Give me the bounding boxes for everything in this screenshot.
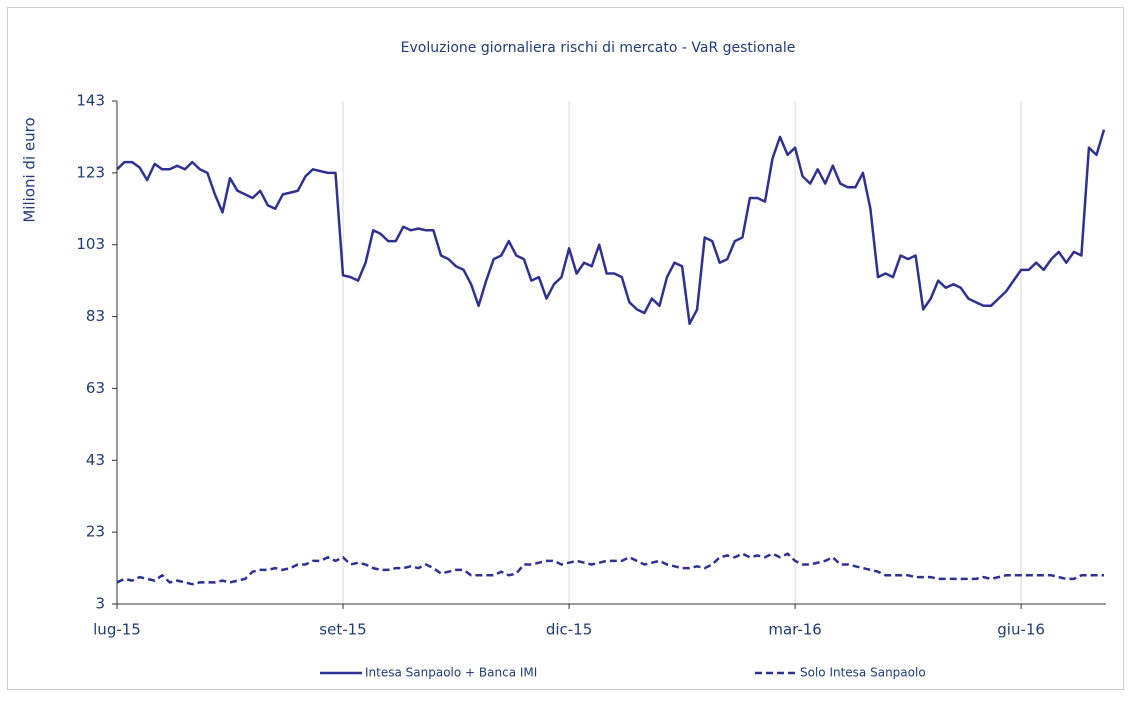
x-tick-label: lug-15 (93, 621, 141, 639)
y-tick-label: 143 (76, 92, 105, 110)
x-tick-label: dic-15 (546, 621, 592, 639)
y-tick-label: 63 (86, 379, 105, 397)
frame (7, 7, 1124, 690)
y-tick-label: 3 (95, 595, 105, 613)
y-axis-label: Milioni di euro (21, 117, 39, 222)
x-tick-label: mar-16 (768, 621, 822, 639)
data-line (116, 552, 1104, 586)
legend-label: Intesa Sanpaolo + Banca IMI (365, 666, 537, 680)
y-tick-label: 123 (76, 163, 105, 181)
data-line (116, 129, 1106, 326)
chart-title: Evoluzione giornaliera rischi di mercato… (401, 40, 796, 56)
y-tick-label: 43 (86, 451, 105, 469)
legend-label: Solo Intesa Sanpaolo (800, 666, 926, 680)
x-tick-label: giu-16 (997, 621, 1045, 639)
y-tick-label: 83 (86, 307, 105, 325)
x-tick-label: set-15 (319, 621, 366, 639)
y-tick-label: 103 (76, 235, 105, 253)
y-tick-label: 23 (86, 523, 105, 541)
